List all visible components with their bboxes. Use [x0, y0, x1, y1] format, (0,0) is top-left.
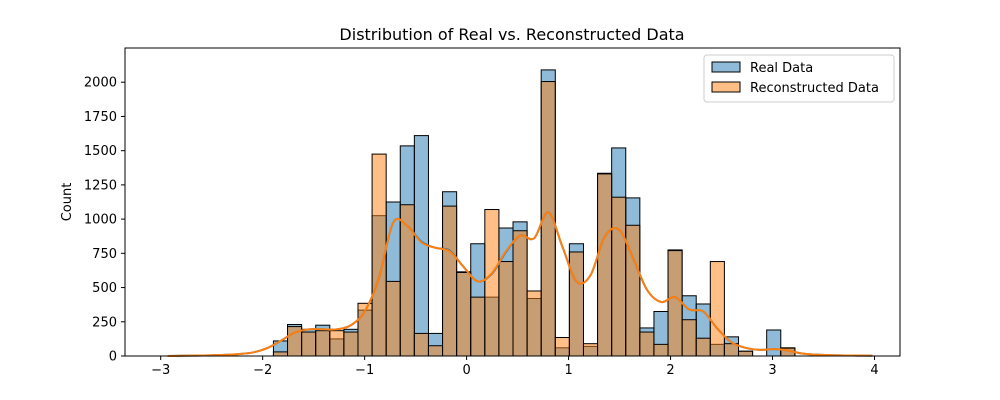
y-tick-label: 1000: [84, 213, 117, 228]
bar-reconstructed-20: [442, 205, 458, 357]
x-tick-label: 3: [768, 363, 776, 378]
bar-reconstructed-24: [498, 261, 514, 357]
bar-reconstructed-25: [512, 230, 528, 357]
bar-reconstructed-19: [427, 345, 444, 357]
bar-reconstructed-29: [568, 251, 584, 357]
legend-swatch-reconstructed-data: [711, 81, 741, 93]
y-tick-label: 0: [109, 350, 117, 365]
bar-reconstructed-22: [470, 296, 486, 357]
y-tick-label: 1250: [84, 178, 117, 193]
bar-reconstructed-34: [639, 331, 655, 357]
bar-reconstructed-37: [681, 319, 697, 357]
bar-reconstructed-13: [343, 331, 359, 357]
legend-swatch-real-data: [711, 61, 741, 73]
axes: −3 −2 −1 0 1 2 3 4 0 250 500 750 1000 1250 1500 1750 200…: [84, 47, 901, 378]
y-tick-label: 1500: [84, 144, 117, 159]
y-tick-label: 500: [92, 281, 117, 296]
plot-area: [167, 69, 873, 357]
y-tick-label: 750: [92, 247, 117, 262]
bar-reconstructed-21: [456, 271, 472, 357]
bar-reconstructed-36: [667, 250, 683, 357]
bar-reconstructed-17: [399, 204, 415, 357]
series-reconstructed-bars: [272, 81, 796, 357]
x-tick-label: −2: [253, 363, 272, 378]
bar-reconstructed-38: [695, 337, 711, 357]
x-tick-label: 0: [462, 363, 470, 378]
x-tick-label: 1: [564, 363, 572, 378]
bar-reconstructed-30: [582, 343, 599, 357]
bar-reconstructed-32: [611, 196, 627, 357]
y-axis-label: Count: [60, 183, 75, 222]
legend-box: [703, 54, 895, 103]
bar-real-43: [766, 329, 782, 357]
x-tick-label: −3: [151, 363, 170, 378]
bar-reconstructed-28: [554, 337, 570, 357]
bar-reconstructed-31: [597, 173, 613, 357]
y-tick-label: 250: [92, 315, 117, 330]
bar-reconstructed-10: [301, 331, 317, 357]
bar-reconstructed-11: [315, 330, 331, 357]
bar-reconstructed-16: [385, 280, 401, 357]
y-tick-label: 2000: [84, 76, 117, 91]
bar-reconstructed-26: [526, 290, 542, 357]
x-tick-label: −1: [355, 363, 374, 378]
legend-label-real-data: Real Data: [750, 61, 813, 76]
bar-reconstructed-8: [272, 351, 289, 357]
bar-reconstructed-23: [484, 209, 500, 357]
axes-frame: [124, 47, 901, 357]
bar-reconstructed-18: [413, 332, 429, 357]
bar-reconstructed-35: [653, 343, 669, 357]
y-tick-label: 1750: [84, 110, 117, 125]
bar-reconstructed-41: [737, 350, 754, 357]
chart-title: Distribution of Real vs. Reconstructed D…: [339, 25, 684, 44]
x-tick-label: 2: [666, 363, 674, 378]
legend: Real Data Reconstructed Data: [703, 54, 895, 103]
bar-reconstructed-12: [329, 330, 345, 357]
x-tick-label: 4: [870, 363, 878, 378]
kde-line-reconstructed: [167, 211, 873, 357]
legend-label-reconstructed-data: Reconstructed Data: [750, 81, 879, 96]
bar-reconstructed-39: [709, 261, 725, 357]
